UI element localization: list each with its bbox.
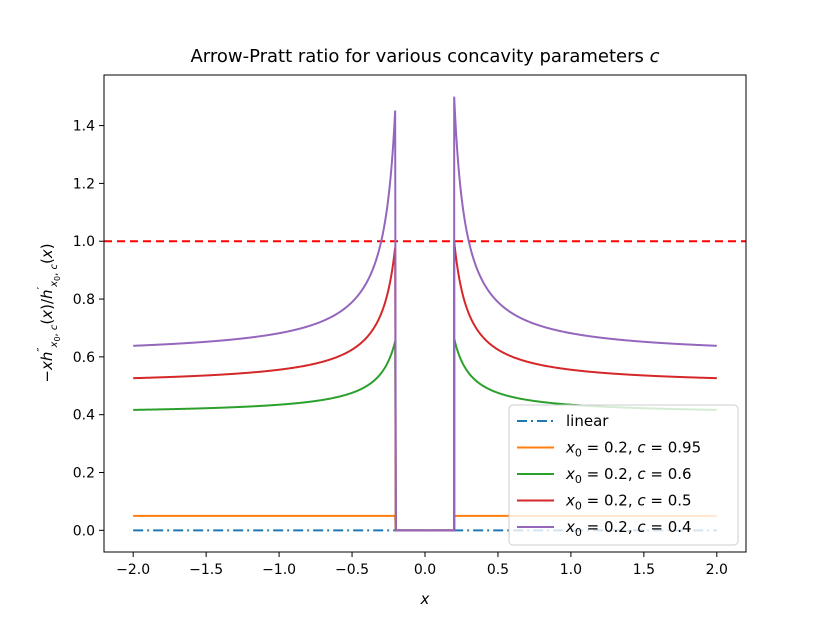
chart-title: Arrow-Pratt ratio for various concavity … (190, 46, 659, 67)
series-line-4 (133, 96, 717, 532)
y-tick-label: 0.0 (73, 523, 95, 539)
x-tick-label: −1.5 (189, 562, 223, 578)
y-tick-label: 1.4 (73, 119, 95, 135)
legend-entry: linear (566, 412, 609, 430)
x-tick-label: −0.5 (335, 562, 369, 578)
y-tick-label: 1.0 (73, 234, 95, 250)
legend-entry: x0 = 0.2, c = 0.6 (565, 465, 692, 486)
x-tick-label: 1.5 (633, 562, 655, 578)
x-tick-label: −2.0 (116, 562, 150, 578)
y-tick-label: 0.6 (73, 350, 95, 366)
x-axis: −2.0 −1.5 −1.0 −0.5 0.0 0.5 1.0 1.5 2.0 (116, 552, 728, 578)
y-axis-label: −xh″x0, c(x)/h′x0, c(x) (35, 243, 62, 382)
x-tick-label: 0.5 (487, 562, 509, 578)
x-tick-label: 0.0 (414, 562, 436, 578)
y-tick-label: 0.4 (73, 408, 95, 424)
x-tick-label: −1.0 (262, 562, 296, 578)
legend-entry: x0 = 0.2, c = 0.4 (565, 518, 692, 539)
x-tick-label: 1.0 (560, 562, 582, 578)
legend-box (508, 404, 739, 546)
y-tick-label: 0.8 (73, 292, 95, 308)
y-axis: 0.0 0.2 0.4 0.6 0.8 1.0 1.2 1.4 (73, 119, 104, 539)
y-tick-label: 1.2 (73, 176, 95, 192)
legend-entry: x0 = 0.2, c = 0.95 (565, 439, 701, 460)
legend-entry: x0 = 0.2, c = 0.5 (565, 492, 692, 513)
y-tick-label: 0.2 (73, 466, 95, 482)
x-tick-label: 2.0 (706, 562, 728, 578)
legend: linear x0 = 0.2, c = 0.95 x0 = 0.2, c = 0.… (508, 404, 739, 546)
x-axis-label: x (420, 590, 430, 608)
